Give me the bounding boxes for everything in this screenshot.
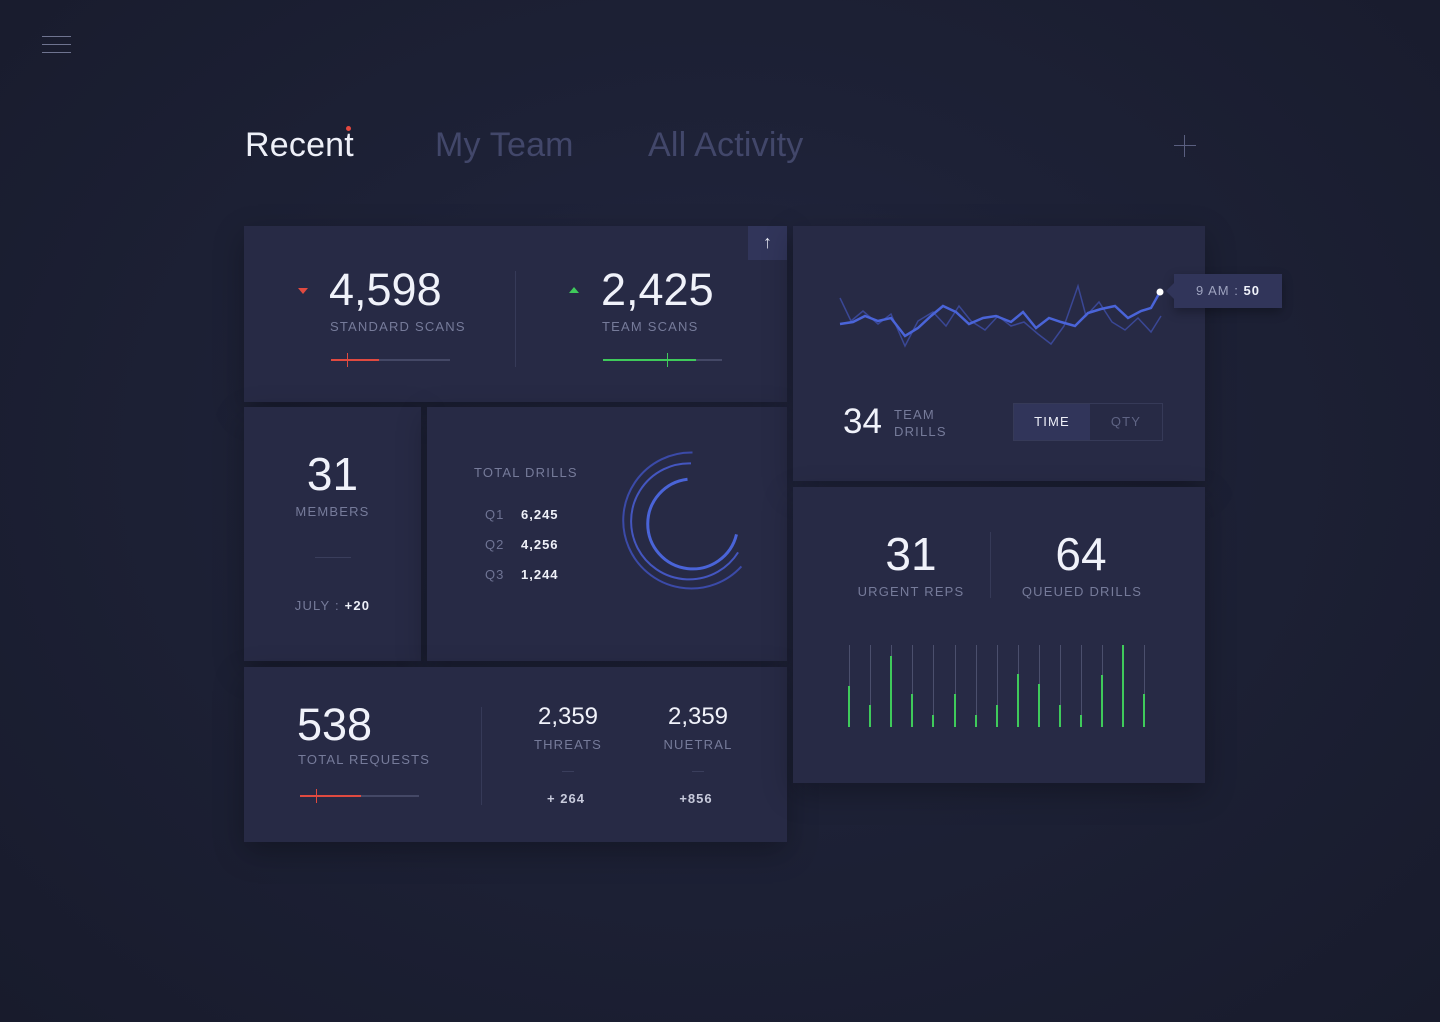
team-drills-card: 34 TEAM DRILLS TIME QTY <box>793 226 1205 481</box>
team-drills-value: 34 <box>843 402 882 441</box>
bar <box>848 686 850 727</box>
toggle-time-button[interactable]: TIME <box>1014 404 1090 440</box>
radial-arc-q3 <box>646 477 738 571</box>
total-drills-card: TOTAL DRILLS Q1 6,245 Q2 4,256 Q3 1,244 <box>427 407 787 661</box>
team-scans-label: TEAM SCANS <box>602 319 699 334</box>
trend-down-icon <box>298 288 308 294</box>
bar-track <box>870 645 871 727</box>
radial-arc-q2 <box>630 462 739 581</box>
divider <box>481 707 482 805</box>
bar <box>954 694 956 727</box>
bar <box>1143 694 1145 727</box>
bar <box>932 715 934 727</box>
members-card: 31 MEMBERS JULY : +20 <box>244 407 421 661</box>
urgent-reps-value: 31 <box>885 528 937 580</box>
team-scans-progress <box>603 353 722 367</box>
threats-label: THREATS <box>533 737 603 752</box>
queued-drills-value: 64 <box>1055 528 1107 580</box>
hamburger-menu-icon[interactable] <box>42 36 71 54</box>
quarter-value: 4,256 <box>521 537 559 552</box>
chart-highlight-point <box>1156 288 1164 296</box>
bar <box>1038 684 1040 727</box>
divider <box>515 271 516 367</box>
scans-card: ↑ 4,598 STANDARD SCANS 2,425 TEAM SCANS <box>244 226 787 402</box>
bar <box>890 656 892 727</box>
threats-delta: + 264 <box>547 791 585 806</box>
bar <box>869 705 871 727</box>
bar-track <box>1081 645 1082 727</box>
total-requests-label: TOTAL REQUESTS <box>298 752 431 767</box>
radial-arc-q1 <box>622 451 743 590</box>
quarter-label: Q3 <box>485 567 505 582</box>
members-value: 31 <box>306 448 359 500</box>
members-month-change: JULY : +20 <box>244 598 421 613</box>
threats-value: 2,359 <box>537 703 599 730</box>
team-drills-label-line2: DRILLS <box>894 424 947 439</box>
tab-my-team[interactable]: My Team <box>435 126 574 164</box>
bar <box>911 694 913 727</box>
quarter-value: 6,245 <box>521 507 559 522</box>
plus-icon[interactable] <box>1174 135 1196 157</box>
total-drills-title: TOTAL DRILLS <box>474 465 578 480</box>
reps-bar-chart <box>793 487 1205 783</box>
divider <box>990 532 991 598</box>
neutral-delta: +856 <box>679 791 713 806</box>
divider <box>315 557 351 558</box>
queued-drills-label: QUEUED DRILLS <box>1021 584 1143 599</box>
neutral-value: 2,359 <box>667 703 729 730</box>
arrow-up-icon[interactable]: ↑ <box>748 226 787 260</box>
bar <box>975 715 977 727</box>
urgent-reps-label: URGENT REPS <box>857 584 965 599</box>
divider <box>692 771 704 772</box>
bar <box>1059 705 1061 727</box>
time-qty-toggle[interactable]: TIME QTY <box>1013 403 1163 441</box>
team-drills-label-line1: TEAM <box>894 407 935 422</box>
month-value: +20 <box>344 598 371 613</box>
tooltip-value: 50 <box>1243 283 1260 298</box>
team-drills-line-chart <box>839 283 1164 348</box>
bar-track <box>955 645 956 727</box>
standard-scans-label: STANDARD SCANS <box>330 319 466 334</box>
total-requests-value: 538 <box>297 699 373 750</box>
trend-up-icon <box>569 287 579 293</box>
bar <box>1122 645 1124 727</box>
chart-series-secondary <box>839 283 1162 348</box>
team-scans-value: 2,425 <box>601 264 714 315</box>
bar <box>1101 675 1103 727</box>
team-drills-label: TEAM DRILLS <box>894 406 947 440</box>
requests-card: 538 TOTAL REQUESTS 2,359 THREATS + 264 2… <box>244 667 787 842</box>
quarter-label: Q2 <box>485 537 505 552</box>
bar-track <box>997 645 998 727</box>
month-label: JULY : <box>294 598 340 613</box>
notification-dot <box>346 126 351 131</box>
bar <box>1080 715 1082 727</box>
bar-track <box>1144 645 1145 727</box>
standard-scans-progress <box>331 353 450 367</box>
requests-progress <box>300 789 419 803</box>
tab-recent[interactable]: Recent <box>245 126 354 164</box>
bar <box>996 705 998 727</box>
quarter-label: Q1 <box>485 507 505 522</box>
tooltip-time: 9 AM : <box>1196 283 1239 298</box>
bar-track <box>976 645 977 727</box>
bar-track <box>912 645 913 727</box>
toggle-qty-button[interactable]: QTY <box>1110 414 1142 429</box>
tab-all-activity[interactable]: All Activity <box>648 126 804 164</box>
reps-card: 31 URGENT REPS 64 QUEUED DRILLS <box>793 487 1205 783</box>
bar-track <box>933 645 934 727</box>
chart-series-primary <box>839 291 1162 338</box>
neutral-label: NUETRAL <box>663 737 733 752</box>
bar-track <box>1060 645 1061 727</box>
standard-scans-value: 4,598 <box>329 264 442 315</box>
quarter-value: 1,244 <box>521 567 559 582</box>
drills-radial-chart <box>622 451 743 590</box>
chart-tooltip: 9 AM : 50 <box>1166 274 1282 308</box>
members-label: MEMBERS <box>295 504 370 519</box>
divider <box>562 771 574 772</box>
bar <box>1017 674 1019 727</box>
